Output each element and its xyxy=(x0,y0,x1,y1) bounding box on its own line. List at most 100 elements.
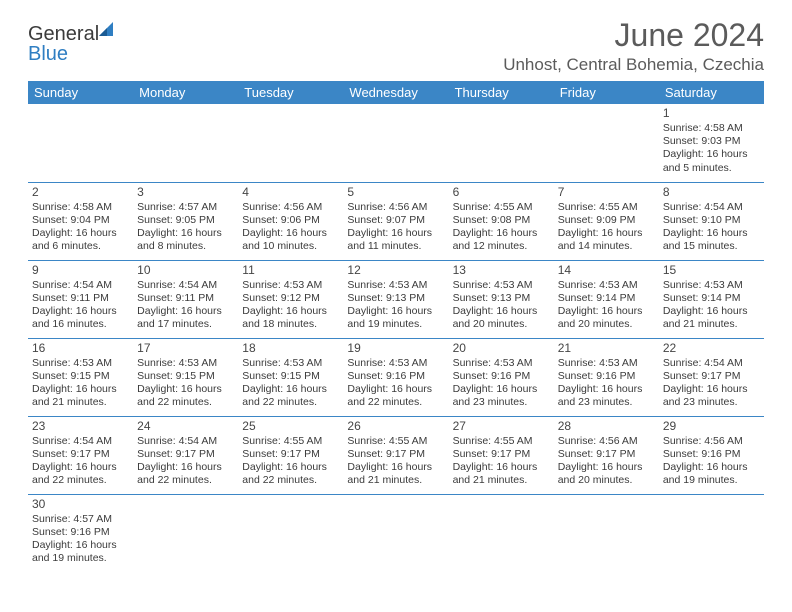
daylight-line: and 19 minutes. xyxy=(347,318,444,331)
calendar-cell: 25Sunrise: 4:55 AMSunset: 9:17 PMDayligh… xyxy=(238,416,343,494)
sunrise-line: Sunrise: 4:57 AM xyxy=(32,513,129,526)
daylight-line: and 5 minutes. xyxy=(663,162,760,175)
sunset-line: Sunset: 9:16 PM xyxy=(663,448,760,461)
day-number: 17 xyxy=(137,341,234,356)
calendar-cell: 3Sunrise: 4:57 AMSunset: 9:05 PMDaylight… xyxy=(133,182,238,260)
day-header: Saturday xyxy=(659,81,764,104)
daylight-line: and 20 minutes. xyxy=(453,318,550,331)
calendar-cell xyxy=(659,494,764,572)
calendar-row: 23Sunrise: 4:54 AMSunset: 9:17 PMDayligh… xyxy=(28,416,764,494)
sunrise-line: Sunrise: 4:54 AM xyxy=(663,357,760,370)
calendar-cell: 12Sunrise: 4:53 AMSunset: 9:13 PMDayligh… xyxy=(343,260,448,338)
sunset-line: Sunset: 9:16 PM xyxy=(453,370,550,383)
day-number: 29 xyxy=(663,419,760,434)
sunrise-line: Sunrise: 4:56 AM xyxy=(663,435,760,448)
daylight-line: and 15 minutes. xyxy=(663,240,760,253)
day-header: Sunday xyxy=(28,81,133,104)
sunrise-line: Sunrise: 4:53 AM xyxy=(663,279,760,292)
sunset-line: Sunset: 9:13 PM xyxy=(453,292,550,305)
daylight-line: Daylight: 16 hours xyxy=(242,227,339,240)
daylight-line: Daylight: 16 hours xyxy=(558,305,655,318)
sunrise-line: Sunrise: 4:57 AM xyxy=(137,201,234,214)
page-title: June 2024 xyxy=(503,18,764,53)
calendar-cell: 10Sunrise: 4:54 AMSunset: 9:11 PMDayligh… xyxy=(133,260,238,338)
calendar-cell: 9Sunrise: 4:54 AMSunset: 9:11 PMDaylight… xyxy=(28,260,133,338)
daylight-line: and 21 minutes. xyxy=(32,396,129,409)
daylight-line: and 22 minutes. xyxy=(137,396,234,409)
day-number: 21 xyxy=(558,341,655,356)
calendar-cell: 4Sunrise: 4:56 AMSunset: 9:06 PMDaylight… xyxy=(238,182,343,260)
day-number: 4 xyxy=(242,185,339,200)
sunset-line: Sunset: 9:14 PM xyxy=(558,292,655,305)
daylight-line: Daylight: 16 hours xyxy=(663,461,760,474)
daylight-line: Daylight: 16 hours xyxy=(453,383,550,396)
daylight-line: Daylight: 16 hours xyxy=(32,461,129,474)
sunrise-line: Sunrise: 4:54 AM xyxy=(137,435,234,448)
daylight-line: Daylight: 16 hours xyxy=(32,305,129,318)
daylight-line: Daylight: 16 hours xyxy=(32,383,129,396)
sunset-line: Sunset: 9:07 PM xyxy=(347,214,444,227)
calendar-cell: 15Sunrise: 4:53 AMSunset: 9:14 PMDayligh… xyxy=(659,260,764,338)
daylight-line: Daylight: 16 hours xyxy=(347,383,444,396)
daylight-line: and 22 minutes. xyxy=(137,474,234,487)
day-number: 27 xyxy=(453,419,550,434)
day-number: 26 xyxy=(347,419,444,434)
sunset-line: Sunset: 9:08 PM xyxy=(453,214,550,227)
header: GeneralBlue June 2024 Unhost, Central Bo… xyxy=(28,18,764,75)
day-header: Monday xyxy=(133,81,238,104)
calendar-cell: 5Sunrise: 4:56 AMSunset: 9:07 PMDaylight… xyxy=(343,182,448,260)
calendar-cell: 7Sunrise: 4:55 AMSunset: 9:09 PMDaylight… xyxy=(554,182,659,260)
daylight-line: and 22 minutes. xyxy=(32,474,129,487)
sunset-line: Sunset: 9:06 PM xyxy=(242,214,339,227)
daylight-line: Daylight: 16 hours xyxy=(137,305,234,318)
calendar-cell: 13Sunrise: 4:53 AMSunset: 9:13 PMDayligh… xyxy=(449,260,554,338)
sunrise-line: Sunrise: 4:53 AM xyxy=(242,279,339,292)
daylight-line: Daylight: 16 hours xyxy=(347,305,444,318)
day-number: 9 xyxy=(32,263,129,278)
sunrise-line: Sunrise: 4:58 AM xyxy=(32,201,129,214)
sunset-line: Sunset: 9:15 PM xyxy=(242,370,339,383)
calendar-cell xyxy=(554,494,659,572)
sunrise-line: Sunrise: 4:53 AM xyxy=(242,357,339,370)
title-block: June 2024 Unhost, Central Bohemia, Czech… xyxy=(503,18,764,75)
sunrise-line: Sunrise: 4:54 AM xyxy=(32,435,129,448)
sunrise-line: Sunrise: 4:53 AM xyxy=(347,279,444,292)
sail-icon xyxy=(99,22,115,38)
sunset-line: Sunset: 9:14 PM xyxy=(663,292,760,305)
day-number: 22 xyxy=(663,341,760,356)
daylight-line: and 23 minutes. xyxy=(558,396,655,409)
sunrise-line: Sunrise: 4:55 AM xyxy=(453,435,550,448)
calendar-cell: 6Sunrise: 4:55 AMSunset: 9:08 PMDaylight… xyxy=(449,182,554,260)
daylight-line: Daylight: 16 hours xyxy=(137,383,234,396)
sunset-line: Sunset: 9:17 PM xyxy=(663,370,760,383)
day-number: 13 xyxy=(453,263,550,278)
sunset-line: Sunset: 9:11 PM xyxy=(137,292,234,305)
sunset-line: Sunset: 9:15 PM xyxy=(137,370,234,383)
brand-name-part2: Blue xyxy=(28,43,68,65)
day-number: 6 xyxy=(453,185,550,200)
daylight-line: and 23 minutes. xyxy=(663,396,760,409)
day-number: 15 xyxy=(663,263,760,278)
calendar-cell xyxy=(133,494,238,572)
sunrise-line: Sunrise: 4:56 AM xyxy=(558,435,655,448)
daylight-line: Daylight: 16 hours xyxy=(242,461,339,474)
daylight-line: Daylight: 16 hours xyxy=(558,227,655,240)
sunrise-line: Sunrise: 4:54 AM xyxy=(32,279,129,292)
sunset-line: Sunset: 9:12 PM xyxy=(242,292,339,305)
sunrise-line: Sunrise: 4:56 AM xyxy=(242,201,339,214)
calendar-cell xyxy=(449,494,554,572)
calendar-cell: 30Sunrise: 4:57 AMSunset: 9:16 PMDayligh… xyxy=(28,494,133,572)
daylight-line: Daylight: 16 hours xyxy=(558,383,655,396)
daylight-line: and 10 minutes. xyxy=(242,240,339,253)
day-number: 20 xyxy=(453,341,550,356)
calendar-cell: 19Sunrise: 4:53 AMSunset: 9:16 PMDayligh… xyxy=(343,338,448,416)
calendar-cell: 26Sunrise: 4:55 AMSunset: 9:17 PMDayligh… xyxy=(343,416,448,494)
calendar-cell: 23Sunrise: 4:54 AMSunset: 9:17 PMDayligh… xyxy=(28,416,133,494)
daylight-line: Daylight: 16 hours xyxy=(663,148,760,161)
daylight-line: Daylight: 16 hours xyxy=(32,539,129,552)
daylight-line: and 22 minutes. xyxy=(242,396,339,409)
sunset-line: Sunset: 9:09 PM xyxy=(558,214,655,227)
calendar-cell xyxy=(28,104,133,182)
daylight-line: and 8 minutes. xyxy=(137,240,234,253)
sunrise-line: Sunrise: 4:58 AM xyxy=(663,122,760,135)
